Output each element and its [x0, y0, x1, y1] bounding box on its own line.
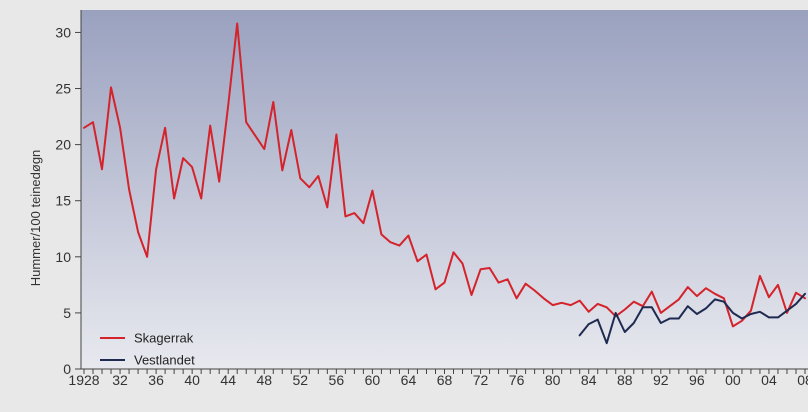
y-tick-label: 5 [63, 305, 71, 321]
y-tick-label: 25 [55, 81, 71, 97]
y-tick-label: 10 [55, 249, 71, 265]
x-tick-label: 64 [401, 372, 417, 388]
x-tick-label: 1928 [68, 372, 99, 388]
x-axis-ticks: 1928 32 36 40 44 48 52 56 60 64 68 72 76 80 84 88 92 96 00… [68, 369, 808, 388]
series-line-vestlandet [578, 292, 806, 345]
x-tick-label: 80 [545, 372, 561, 388]
x-tick-label: 40 [184, 372, 200, 388]
x-tick-label: 96 [689, 372, 705, 388]
x-tick-label: 08 [797, 372, 808, 388]
x-tick-label: 84 [581, 372, 597, 388]
x-tick-label: 52 [293, 372, 309, 388]
x-tick-label: 00 [725, 372, 741, 388]
x-tick-label: 60 [365, 372, 381, 388]
x-tick-label: 44 [220, 372, 236, 388]
plot-background [81, 10, 808, 369]
x-tick-label: 04 [761, 372, 777, 388]
series-line-skagerrak [83, 22, 806, 328]
x-tick-label: 36 [148, 372, 164, 388]
y-tick-label: 20 [55, 137, 71, 153]
series-lines [83, 22, 806, 345]
x-tick-label: 32 [112, 372, 128, 388]
x-tick-label: 48 [256, 372, 272, 388]
x-tick-label: 88 [617, 372, 633, 388]
y-axis-title: Hummer/100 teinedøgn [28, 150, 43, 287]
x-tick-label: 56 [329, 372, 345, 388]
x-tick-label: 68 [437, 372, 453, 388]
legend: Skagerrak Vestlandet [100, 331, 195, 368]
legend-label: Skagerrak [134, 331, 194, 346]
y-tick-label: 30 [55, 24, 71, 40]
y-axis-ticks: 0 5 10 15 20 25 30 [55, 24, 81, 377]
x-tick-label: 72 [473, 372, 489, 388]
x-tick-label: 92 [653, 372, 669, 388]
y-tick-label: 15 [55, 193, 71, 209]
legend-label: Vestlandet [134, 353, 195, 368]
x-tick-label: 76 [509, 372, 525, 388]
y-tick-label: 0 [63, 361, 71, 377]
